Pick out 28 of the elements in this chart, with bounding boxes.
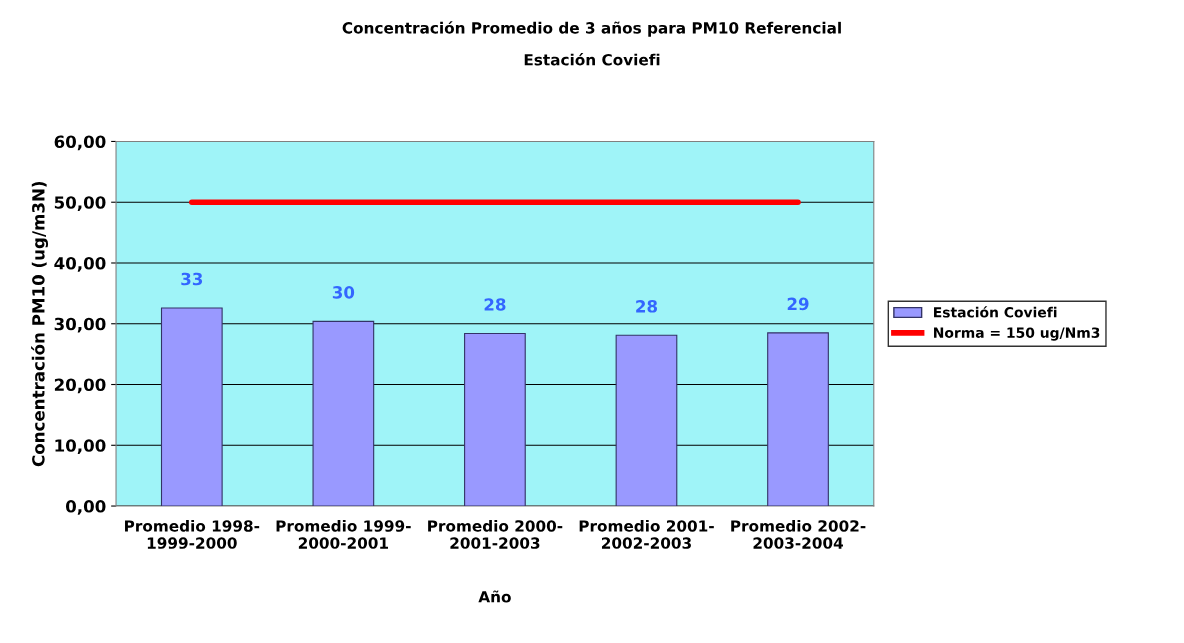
chart-title: Concentración Promedio de 3 años para PM10 Referencial	[342, 21, 841, 37]
chart-subtitle: Estación Coviefi	[524, 53, 660, 66]
y-tick-label: 40,00	[54, 256, 106, 272]
data-label: 28	[484, 298, 506, 311]
bar	[160, 307, 223, 507]
y-axis-title: Concentración PM10 (ug/m3N)	[31, 181, 49, 467]
x-tick-label: Promedio 2001- 2002-2003	[579, 519, 714, 549]
bar	[312, 320, 375, 507]
data-label: 28	[636, 300, 658, 313]
data-label: 30	[332, 286, 355, 299]
y-tick-label: 50,00	[54, 196, 106, 211]
x-tick-label: Promedio 1999- 2000-2001	[276, 519, 411, 549]
x-tick-label: Promedio 2002- 2003-2004	[731, 519, 866, 549]
x-tick-label: Promedio 1998- 1999-2000	[125, 519, 260, 549]
x-axis-title: Año	[478, 590, 511, 603]
bar	[767, 332, 829, 507]
y-tick-label: 60,00	[54, 135, 106, 151]
data-label: 33	[181, 272, 203, 286]
data-label: 29	[787, 297, 809, 311]
y-tick-label: 10,00	[55, 439, 106, 454]
x-tick-label: Promedio 2000- 2001-2003	[428, 519, 563, 549]
y-tick-label: 30,00	[54, 317, 106, 333]
y-tick-label: 20,00	[54, 378, 106, 394]
legend-label: Estación Coviefi	[934, 306, 1057, 318]
bar	[464, 332, 526, 507]
bar	[615, 334, 678, 507]
legend-label: Norma = 150 ug/Nm3	[934, 327, 1100, 341]
y-tick-label: 0,00	[65, 500, 106, 515]
